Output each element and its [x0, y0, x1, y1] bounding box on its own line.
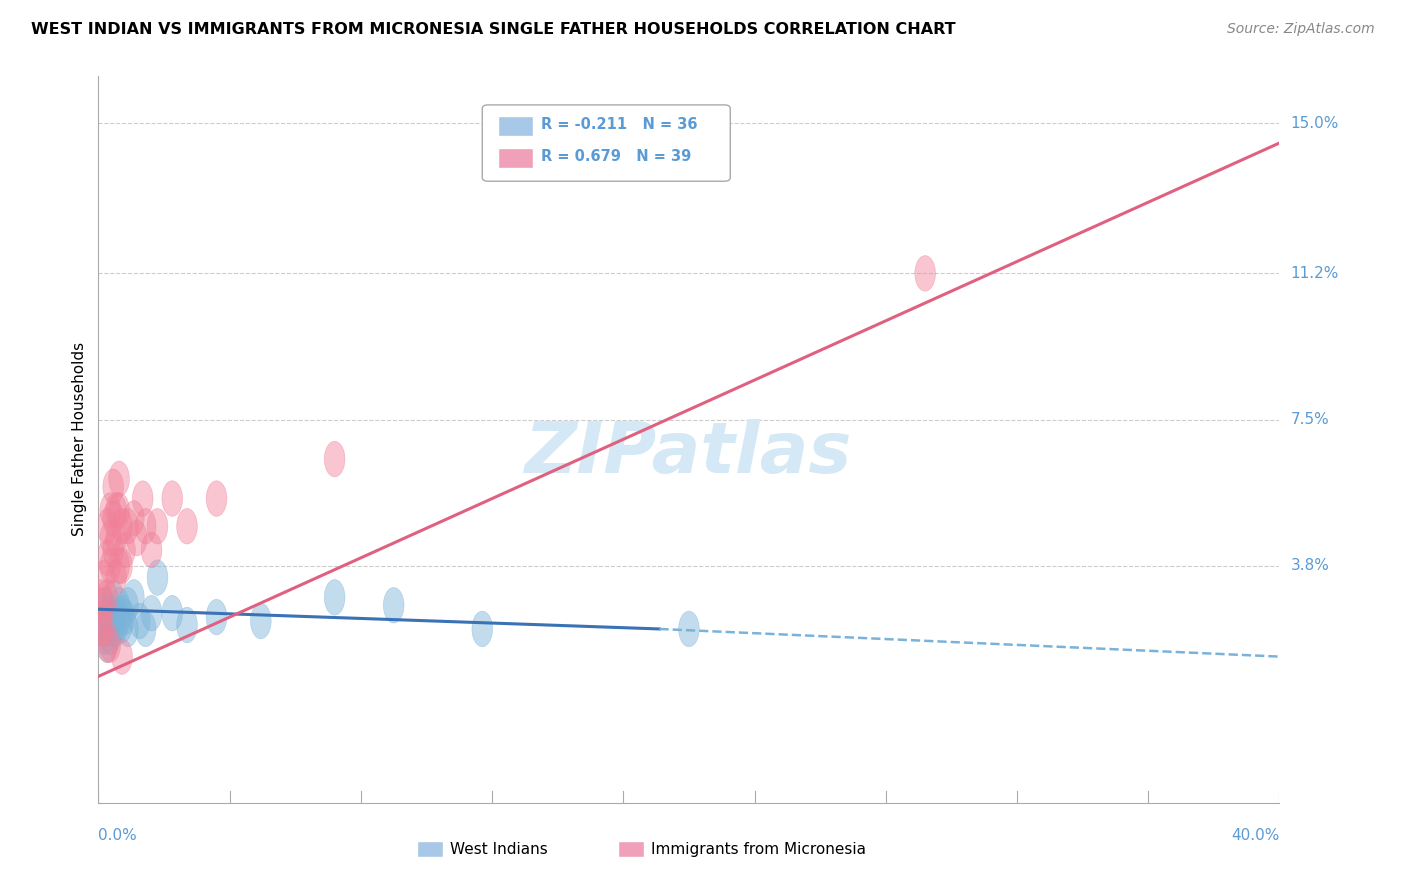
FancyBboxPatch shape	[498, 148, 533, 169]
Ellipse shape	[100, 492, 121, 528]
Ellipse shape	[115, 599, 135, 635]
Ellipse shape	[97, 627, 118, 663]
Ellipse shape	[103, 611, 124, 647]
Text: 0.0%: 0.0%	[98, 828, 138, 843]
Ellipse shape	[105, 492, 127, 528]
Ellipse shape	[325, 580, 344, 615]
Ellipse shape	[177, 508, 197, 544]
Ellipse shape	[105, 611, 127, 647]
Ellipse shape	[148, 508, 167, 544]
Ellipse shape	[108, 548, 129, 583]
Ellipse shape	[111, 607, 132, 643]
Ellipse shape	[118, 611, 138, 647]
Text: West Indians: West Indians	[450, 842, 548, 857]
FancyBboxPatch shape	[482, 105, 730, 181]
Ellipse shape	[100, 548, 121, 583]
Ellipse shape	[91, 580, 111, 615]
Ellipse shape	[100, 619, 121, 655]
FancyBboxPatch shape	[498, 116, 533, 136]
Text: 7.5%: 7.5%	[1291, 412, 1329, 427]
Ellipse shape	[94, 588, 115, 623]
Ellipse shape	[472, 611, 492, 647]
Text: ZIPatlas: ZIPatlas	[526, 419, 852, 488]
Text: 11.2%: 11.2%	[1291, 266, 1339, 281]
Ellipse shape	[915, 256, 935, 291]
Ellipse shape	[91, 599, 111, 635]
Text: Source: ZipAtlas.com: Source: ZipAtlas.com	[1227, 22, 1375, 37]
Ellipse shape	[141, 533, 162, 567]
Ellipse shape	[97, 627, 118, 663]
FancyBboxPatch shape	[418, 841, 443, 857]
Ellipse shape	[105, 595, 127, 631]
Y-axis label: Single Father Households: Single Father Households	[72, 343, 87, 536]
FancyBboxPatch shape	[619, 841, 644, 857]
Ellipse shape	[105, 520, 127, 556]
Ellipse shape	[207, 481, 226, 516]
Ellipse shape	[103, 533, 124, 567]
Ellipse shape	[384, 588, 404, 623]
Text: 40.0%: 40.0%	[1232, 828, 1279, 843]
Ellipse shape	[108, 461, 129, 497]
Ellipse shape	[94, 588, 115, 623]
Ellipse shape	[129, 603, 150, 639]
Ellipse shape	[111, 508, 132, 544]
Ellipse shape	[115, 533, 135, 567]
Ellipse shape	[108, 588, 129, 623]
Ellipse shape	[91, 595, 111, 631]
Text: Immigrants from Micronesia: Immigrants from Micronesia	[651, 842, 866, 857]
Ellipse shape	[141, 595, 162, 631]
Text: 3.8%: 3.8%	[1291, 558, 1330, 574]
Ellipse shape	[162, 481, 183, 516]
Ellipse shape	[127, 520, 148, 556]
Ellipse shape	[105, 560, 127, 595]
Ellipse shape	[94, 611, 115, 647]
Ellipse shape	[100, 607, 121, 643]
Ellipse shape	[100, 595, 121, 631]
Ellipse shape	[91, 611, 111, 647]
Ellipse shape	[94, 619, 115, 655]
Ellipse shape	[100, 627, 121, 663]
Ellipse shape	[132, 481, 153, 516]
Ellipse shape	[111, 639, 132, 674]
Ellipse shape	[103, 599, 124, 635]
Ellipse shape	[97, 599, 118, 635]
Ellipse shape	[108, 492, 129, 528]
Text: WEST INDIAN VS IMMIGRANTS FROM MICRONESIA SINGLE FATHER HOUSEHOLDS CORRELATION C: WEST INDIAN VS IMMIGRANTS FROM MICRONESI…	[31, 22, 956, 37]
Ellipse shape	[124, 580, 145, 615]
Text: 15.0%: 15.0%	[1291, 116, 1339, 131]
Ellipse shape	[94, 611, 115, 647]
Ellipse shape	[97, 540, 118, 575]
Ellipse shape	[97, 580, 118, 615]
Ellipse shape	[118, 588, 138, 623]
Ellipse shape	[108, 603, 129, 639]
Ellipse shape	[162, 595, 183, 631]
Ellipse shape	[100, 520, 121, 556]
Ellipse shape	[97, 611, 118, 647]
Text: R = 0.679   N = 39: R = 0.679 N = 39	[541, 149, 692, 164]
Ellipse shape	[207, 599, 226, 635]
Ellipse shape	[124, 500, 145, 536]
Ellipse shape	[97, 508, 118, 544]
Ellipse shape	[679, 611, 699, 647]
Ellipse shape	[103, 469, 124, 505]
Ellipse shape	[135, 508, 156, 544]
Ellipse shape	[103, 580, 124, 615]
Text: R = -0.211   N = 36: R = -0.211 N = 36	[541, 117, 697, 132]
Ellipse shape	[250, 603, 271, 639]
Ellipse shape	[111, 548, 132, 583]
Ellipse shape	[94, 560, 115, 595]
Ellipse shape	[325, 442, 344, 477]
Ellipse shape	[103, 500, 124, 536]
Ellipse shape	[177, 607, 197, 643]
Ellipse shape	[148, 560, 167, 595]
Ellipse shape	[111, 595, 132, 631]
Ellipse shape	[91, 603, 111, 639]
Ellipse shape	[118, 508, 138, 544]
Ellipse shape	[135, 611, 156, 647]
